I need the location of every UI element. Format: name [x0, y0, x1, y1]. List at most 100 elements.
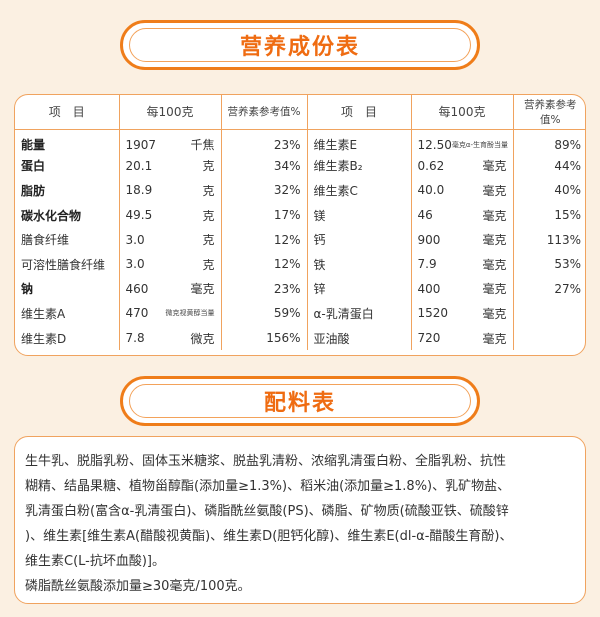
- nutrient-value: 0.62: [417, 158, 445, 173]
- nutrient-value: 470: [125, 306, 149, 321]
- nutrient-name: 维生素A: [21, 306, 66, 321]
- nutrient-nrv: 15%: [554, 208, 581, 223]
- nutrient-unit: 毫克: [482, 331, 507, 346]
- nutrient-unit: 千焦: [190, 138, 215, 153]
- nutrient-name: 铁: [313, 257, 326, 272]
- nutrient-unit: 毫克: [482, 282, 507, 297]
- nutrient-value: 20.1: [125, 158, 153, 173]
- nutrient-unit: 克: [202, 233, 215, 248]
- nutrient-name: 钙: [313, 233, 326, 248]
- table-row: 可溶性膳食纤维 3.0 克 12% 铁 7.9 毫克 53%: [15, 251, 585, 277]
- nutrient-name: 蛋白: [21, 159, 46, 174]
- nutrient-nrv: 53%: [554, 257, 581, 272]
- nutrient-nrv: 156%: [221, 325, 308, 351]
- nutrient-unit: 毫克: [482, 183, 507, 198]
- table-row: 维生素D 7.8 微克 156% 亚油酸 720 毫克: [15, 325, 585, 351]
- nutrient-value: 18.9: [125, 183, 153, 198]
- table-row: 碳水化合物 49.5 克 17% 镁 46 毫克 15%: [15, 202, 585, 228]
- nutrient-name: 维生素B₂: [313, 159, 363, 174]
- nutrient-name: 亚油酸: [313, 331, 350, 346]
- nutrient-unit: 毫克: [482, 208, 507, 223]
- header-per100g-right: 每100克: [411, 95, 514, 130]
- ingredients-line: )、维生素[维生素A(醋酸视黄酯)、维生素D(胆钙化醇)、维生素E(dl-α-醋…: [25, 529, 513, 544]
- nutrient-value: 1520: [417, 306, 449, 321]
- nutrient-value: 46: [417, 208, 433, 223]
- nutrient-nrv: 40%: [554, 183, 581, 198]
- nutrient-nrv: [513, 326, 585, 351]
- nutrient-name: 可溶性膳食纤维: [21, 257, 106, 272]
- table-row: 维生素A 470 微克视黄醇当量 59% α-乳清蛋白 1520 毫克: [15, 301, 585, 326]
- nutrient-value: 1907: [125, 137, 157, 152]
- nutrient-nrv: [513, 301, 585, 326]
- nutrient-unit: 毫克: [482, 233, 507, 248]
- nutrient-name: 膳食纤维: [21, 233, 70, 248]
- table-row: 蛋白 20.1 克 34% 维生素B₂ 0.62 毫克 44%: [15, 153, 585, 179]
- nutrient-nrv: 23%: [221, 276, 308, 302]
- nutrient-unit: 毫克: [482, 257, 507, 272]
- nutrient-name: 脂肪: [21, 183, 46, 198]
- nutrition-table: 项 目 每100克 营养素参考值% 项 目 每100克 营养素参考值% 能量 19…: [15, 95, 585, 351]
- ingredients-panel: 生牛乳、脱脂乳粉、固体玉米糖浆、脱盐乳清粉、浓缩乳清蛋白粉、全脂乳粉、抗性 糊精…: [14, 436, 586, 604]
- nutrient-nrv: 23%: [221, 129, 308, 154]
- nutrient-nrv: 89%: [554, 137, 581, 152]
- nutrition-table-panel: 项 目 每100克 营养素参考值% 项 目 每100克 营养素参考值% 能量 19…: [14, 94, 586, 356]
- nutrient-value: 400: [417, 281, 441, 296]
- nutrient-value: 3.0: [125, 257, 145, 272]
- header-item-left: 项 目: [15, 95, 120, 130]
- nutrient-unit: 微克视黄醇当量: [165, 309, 215, 318]
- ingredients-line: 维生素C(L-抗坏血酸)]。: [25, 554, 165, 569]
- nutrition-title-banner: 营养成份表: [120, 20, 480, 70]
- nutrient-nrv: 12%: [221, 251, 308, 277]
- nutrient-nrv: 44%: [554, 158, 581, 173]
- header-nrv-right: 营养素参考值%: [513, 95, 585, 130]
- header-per100g-left: 每100克: [119, 95, 222, 130]
- nutrient-nrv: 59%: [221, 301, 308, 326]
- nutrient-nrv: 32%: [221, 178, 308, 203]
- nutrient-value: 720: [417, 331, 441, 346]
- table-row: 膳食纤维 3.0 克 12% 钙 900 毫克 113%: [15, 227, 585, 252]
- nutrient-unit: 克: [202, 208, 215, 223]
- nutrient-value: 40.0: [417, 183, 445, 198]
- nutrient-nrv: 17%: [221, 202, 308, 228]
- nutrient-name: 维生素E: [313, 138, 358, 153]
- nutrient-nrv: 27%: [554, 281, 581, 296]
- nutrient-value: 900: [417, 232, 441, 247]
- nutrient-name: α-乳清蛋白: [313, 306, 374, 321]
- nutrient-unit: 毫克: [190, 282, 215, 297]
- nutrient-name: 碳水化合物: [21, 208, 82, 223]
- nutrient-unit: 毫克α-生育酚当量: [451, 140, 508, 149]
- nutrition-title: 营养成份表: [239, 35, 360, 60]
- nutrient-name: 维生素C: [313, 183, 358, 198]
- nutrient-name: 能量: [21, 138, 46, 153]
- nutrient-name: 镁: [313, 208, 326, 223]
- table-row: 脂肪 18.9 克 32% 维生素C 40.0 毫克 40%: [15, 178, 585, 203]
- nutrient-value: 12.50: [417, 137, 452, 152]
- nutrient-unit: 克: [202, 257, 215, 272]
- nutrient-nrv: 12%: [221, 227, 308, 252]
- nutrient-unit: 微克: [190, 331, 215, 346]
- ingredients-title-banner: 配料表: [120, 376, 480, 426]
- ingredients-title: 配料表: [263, 391, 336, 416]
- nutrient-unit: 毫克: [482, 306, 507, 321]
- nutrient-nrv: 34%: [221, 153, 308, 179]
- ingredients-line: 糊精、结晶果糖、植物甾醇酯(添加量≥1.3%)、稻米油(添加量≥1.8%)、乳矿…: [25, 479, 511, 494]
- table-row: 钠 460 毫克 23% 锌 400 毫克 27%: [15, 276, 585, 302]
- nutrient-unit: 克: [202, 183, 215, 198]
- header-item-right: 项 目: [307, 95, 412, 130]
- banner-inner-border: [129, 28, 471, 62]
- nutrient-value: 3.0: [125, 232, 145, 247]
- nutrient-value: 7.8: [125, 331, 145, 346]
- nutrient-value: 460: [125, 281, 149, 296]
- nutrient-unit: 克: [202, 159, 215, 174]
- nutrient-name: 维生素D: [21, 331, 67, 346]
- header-nrv-left: 营养素参考值%: [221, 95, 308, 130]
- banner-inner-border: [129, 384, 471, 418]
- nutrient-name: 钠: [21, 282, 34, 297]
- nutrient-nrv: 113%: [546, 232, 581, 247]
- ingredients-line: 生牛乳、脱脂乳粉、固体玉米糖浆、脱盐乳清粉、浓缩乳清蛋白粉、全脂乳粉、抗性: [25, 454, 507, 469]
- ingredients-note: 磷脂酰丝氨酸添加量≥30毫克/100克。: [25, 579, 251, 594]
- nutrient-value: 49.5: [125, 208, 153, 223]
- nutrient-name: 锌: [313, 282, 326, 297]
- table-row: 能量 1907 千焦 23% 维生素E 12.50 毫克α-生育酚当量 89%: [15, 129, 585, 154]
- table-header-row: 项 目 每100克 营养素参考值% 项 目 每100克 营养素参考值%: [15, 95, 585, 130]
